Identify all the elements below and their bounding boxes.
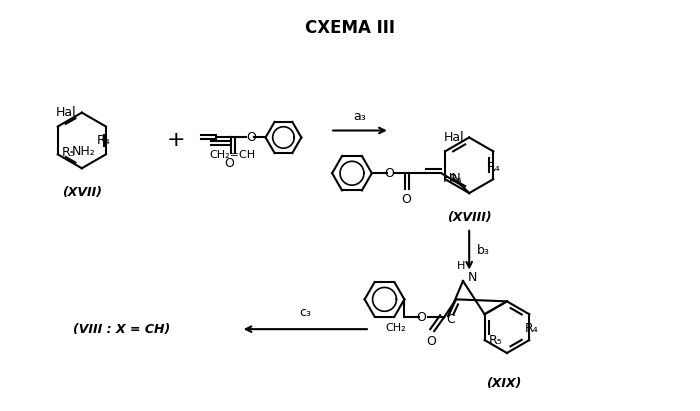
- Text: R₄: R₄: [486, 161, 500, 174]
- Text: HN: HN: [442, 172, 461, 185]
- Text: (XIX): (XIX): [486, 377, 522, 390]
- Text: Hal: Hal: [56, 106, 77, 119]
- Text: CH₂=CH: CH₂=CH: [209, 150, 255, 160]
- Text: R₅: R₅: [489, 334, 503, 346]
- Text: b₃: b₃: [477, 244, 490, 257]
- Text: R₄: R₄: [524, 322, 538, 335]
- Text: R₅: R₅: [449, 173, 463, 186]
- Text: O: O: [246, 131, 257, 144]
- Text: R₄: R₄: [97, 134, 111, 148]
- Text: N: N: [468, 270, 477, 284]
- Text: (XVIII): (XVIII): [447, 211, 491, 224]
- Text: O: O: [384, 167, 393, 180]
- Text: C: C: [446, 313, 455, 326]
- Text: O: O: [426, 335, 436, 348]
- Text: CXEMA III: CXEMA III: [305, 19, 395, 37]
- Text: O: O: [416, 311, 426, 324]
- Text: c₃: c₃: [300, 306, 312, 319]
- Text: R₅: R₅: [62, 146, 76, 159]
- Text: a₃: a₃: [354, 110, 366, 122]
- Text: +: +: [167, 130, 186, 150]
- Text: NH₂: NH₂: [72, 145, 96, 158]
- Text: H: H: [457, 261, 466, 271]
- Text: O: O: [402, 193, 412, 206]
- Text: O: O: [224, 157, 234, 170]
- Text: Hal: Hal: [444, 131, 464, 144]
- Text: CH₂: CH₂: [386, 323, 407, 333]
- Text: (XVII): (XVII): [62, 186, 102, 199]
- Text: (VIII : X = CH): (VIII : X = CH): [73, 323, 170, 336]
